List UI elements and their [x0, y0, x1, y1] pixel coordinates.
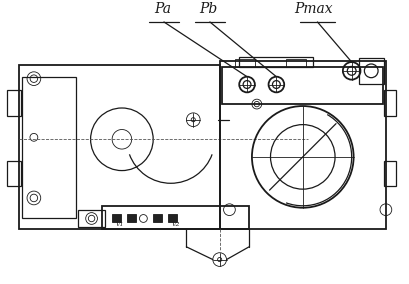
Bar	[7, 161, 21, 186]
Text: Pa: Pa	[154, 2, 171, 16]
Bar	[359, 58, 383, 83]
Bar	[126, 214, 135, 222]
Bar	[112, 214, 121, 222]
Text: V1: V1	[115, 222, 124, 227]
Text: V2: V2	[171, 222, 180, 227]
Bar	[383, 161, 395, 186]
Bar	[7, 90, 21, 116]
Bar	[102, 206, 248, 229]
Bar	[153, 214, 162, 222]
Bar	[383, 90, 395, 116]
Bar	[78, 210, 105, 227]
Text: Pmax: Pmax	[294, 2, 332, 16]
Bar	[19, 65, 219, 229]
Bar	[235, 59, 254, 67]
Bar	[221, 67, 382, 104]
Bar	[167, 214, 176, 222]
Text: Pb: Pb	[198, 2, 216, 16]
Bar	[285, 59, 305, 67]
Bar	[219, 61, 385, 229]
Bar	[22, 77, 76, 218]
Bar	[238, 57, 312, 67]
